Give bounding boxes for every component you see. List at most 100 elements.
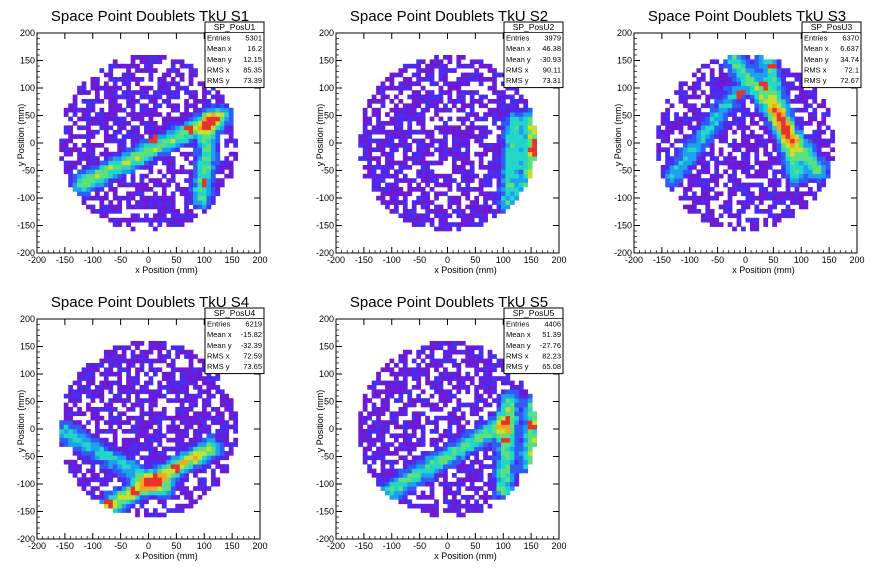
histogram-bin [90, 204, 96, 210]
histogram-bin [465, 147, 471, 153]
histogram-bin [117, 420, 123, 425]
histogram-bin [514, 125, 520, 131]
histogram-bin [523, 134, 529, 139]
histogram-bin [816, 160, 822, 166]
histogram-bin [669, 156, 675, 161]
histogram-bin [197, 160, 203, 166]
histogram-bin [709, 213, 715, 219]
histogram-bin [763, 121, 769, 126]
histogram-bin [188, 376, 194, 381]
histogram-bin [687, 138, 693, 144]
histogram-bin [157, 112, 163, 117]
histogram-bin [63, 437, 69, 443]
histogram-bin [821, 143, 827, 148]
histogram-bin [732, 129, 737, 135]
histogram-bin [416, 129, 422, 135]
histogram-bin [487, 195, 493, 201]
histogram-bin [206, 125, 212, 131]
histogram-bin [460, 213, 466, 219]
histogram-bin [161, 173, 167, 179]
histogram-bin [148, 442, 154, 447]
histogram-bin [420, 138, 426, 144]
histogram-bin [402, 495, 408, 500]
histogram-bin [170, 59, 176, 65]
histogram-bin [376, 187, 381, 192]
histogram-bin [81, 459, 87, 465]
histogram-bin [112, 433, 118, 439]
histogram-bin [94, 446, 100, 452]
histogram-bin [456, 116, 462, 122]
histogram-bin [130, 389, 136, 395]
histogram-bin [86, 178, 91, 183]
histogram-bin [121, 473, 127, 478]
histogram-bin [425, 107, 430, 113]
histogram-bin [206, 103, 212, 109]
histogram-bin [161, 217, 167, 223]
histogram-bin [130, 116, 136, 122]
x-tick-label: -200 [327, 255, 345, 265]
histogram-bin [170, 195, 176, 201]
histogram-bin [469, 200, 475, 205]
histogram-bin [130, 503, 136, 509]
histogram-bin [210, 385, 216, 390]
histogram-bin [483, 77, 488, 82]
histogram-bin [425, 129, 430, 135]
histogram-bin [179, 129, 185, 135]
histogram-bin [469, 217, 475, 223]
histogram-bin [206, 147, 212, 153]
histogram-bin [505, 138, 511, 144]
histogram-bin [785, 151, 791, 157]
histogram-bin [72, 103, 78, 109]
histogram-bin [139, 446, 145, 452]
histogram-bin [665, 173, 670, 179]
histogram-bin [514, 147, 520, 153]
histogram-bin [474, 358, 480, 364]
histogram-bin [741, 156, 746, 161]
histogram-bin [505, 134, 511, 139]
histogram-bin [108, 178, 114, 183]
histogram-bin [456, 63, 462, 69]
histogram-bin [193, 99, 198, 104]
histogram-bin [416, 99, 422, 104]
histogram-bin [202, 468, 207, 474]
histogram-bin [736, 77, 742, 82]
histogram-bin [456, 200, 462, 205]
histogram-bin [206, 424, 212, 430]
histogram-bin [130, 99, 136, 104]
histogram-bin [709, 222, 715, 227]
histogram-bin [830, 138, 835, 144]
histogram-bin [130, 349, 136, 355]
histogram-bin [166, 103, 172, 109]
histogram-bin [429, 420, 435, 425]
histogram-bin [478, 420, 484, 425]
histogram-bin [696, 147, 702, 153]
y-tick-label: -200 [614, 248, 632, 258]
histogram-bin [161, 195, 167, 201]
histogram-bin [210, 437, 216, 443]
histogram-bin [130, 59, 136, 65]
histogram-bin [157, 481, 163, 487]
histogram-bin [447, 68, 453, 73]
histogram-bin [754, 173, 760, 179]
histogram-bin [94, 178, 100, 183]
histogram-bin [709, 116, 715, 122]
histogram-bin [411, 385, 417, 390]
histogram-bin [376, 178, 381, 183]
histogram-bin [420, 143, 426, 148]
histogram-bin [184, 99, 189, 104]
histogram-bin [166, 490, 172, 496]
histogram-bin [148, 486, 154, 491]
histogram-bin [456, 490, 462, 496]
histogram-bin [447, 499, 453, 505]
histogram-bin [803, 160, 809, 166]
histogram-bin [487, 169, 493, 175]
histogram-bin [447, 442, 453, 447]
histogram-bin [90, 209, 96, 214]
histogram-bin [696, 182, 702, 188]
histogram-bin [443, 134, 448, 139]
histogram-bin [202, 490, 207, 496]
histogram-bin [420, 495, 426, 500]
histogram-bin [152, 455, 158, 461]
histogram-bin [112, 116, 118, 122]
